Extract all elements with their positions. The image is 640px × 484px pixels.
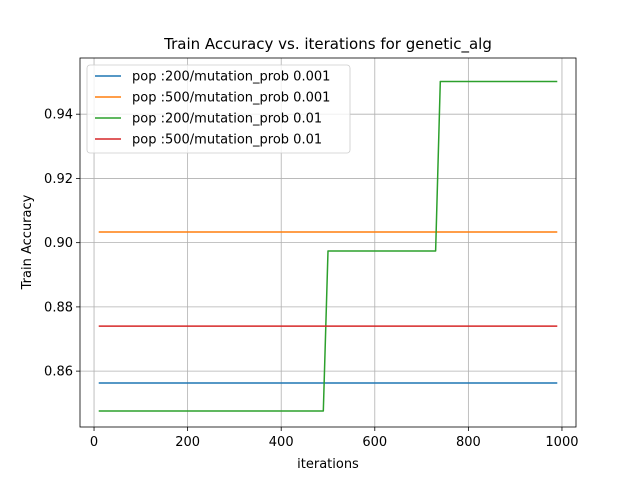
x-axis-label: iterations [297,457,359,472]
x-tick-label: 1000 [545,435,578,450]
series-lines [98,80,558,412]
legend-box [86,64,351,154]
legend-label: pop :200/mutation_prob 0.01 [132,112,322,127]
legend-label: pop :500/mutation_prob 0.01 [132,133,322,148]
x-tick-label: 0 [90,435,98,450]
y-tick-label: 0.94 [44,108,73,123]
y-tick-label: 0.90 [44,236,73,251]
x-tick-label: 800 [456,435,481,450]
chart-title: Train Accuracy vs. iterations for geneti… [163,35,492,54]
legend-label: pop :500/mutation_prob 0.001 [132,91,330,106]
y-tick-label: 0.92 [44,172,73,187]
y-tick-label: 0.86 [44,365,73,380]
x-tick-label: 200 [175,435,200,450]
series-line-3 [98,80,558,412]
axis-ticks: 0 200 400 600 800 1000 0.86 0.88 0.90 0.92 0.94 [44,108,578,450]
y-axis-label: Train Accuracy [20,194,35,290]
x-tick-label: 400 [269,435,294,450]
legend-label: pop :200/mutation_prob 0.001 [132,70,330,85]
x-tick-label: 600 [362,435,387,450]
y-tick-label: 0.88 [44,300,73,315]
legend: pop :200/mutation_prob 0.001 pop :500/mut… [86,64,351,154]
